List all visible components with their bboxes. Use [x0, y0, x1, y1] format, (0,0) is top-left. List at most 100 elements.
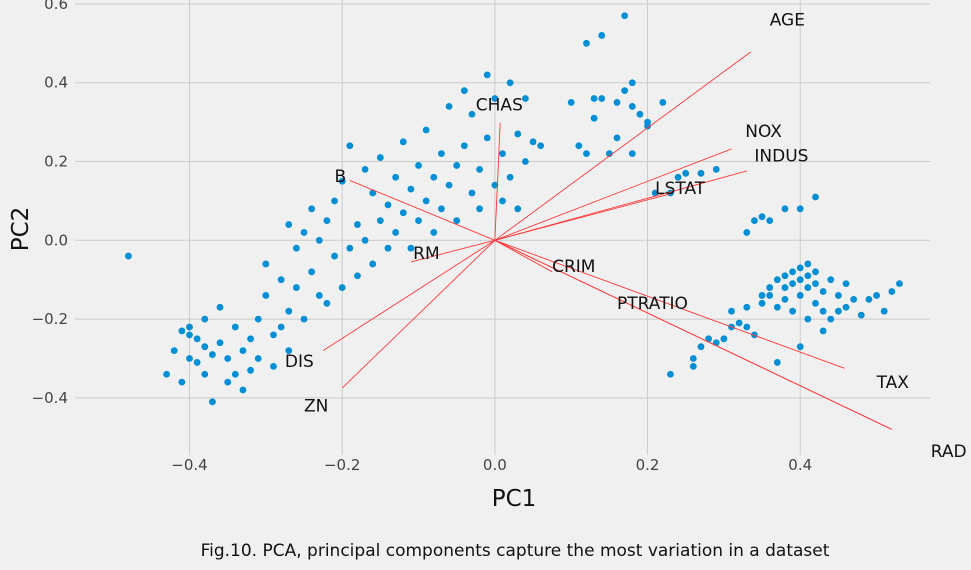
- data-point-51: [346, 142, 354, 150]
- data-point-77: [445, 181, 453, 189]
- data-point-89: [491, 95, 499, 102]
- loading-vector-rm: [410, 239, 495, 263]
- data-point-34: [285, 347, 293, 355]
- data-point-108: [613, 134, 621, 142]
- grid-lines: [75, 0, 930, 455]
- data-point-11: [201, 315, 209, 323]
- data-point-176: [766, 217, 774, 225]
- data-point-44: [323, 217, 331, 225]
- loading-label-age: AGE: [770, 11, 805, 31]
- loading-vector-zn: [341, 239, 496, 389]
- data-point-29: [270, 331, 277, 339]
- data-point-100: [567, 99, 575, 106]
- data-point-91: [499, 150, 506, 158]
- loading-label-nox: NOX: [745, 122, 782, 142]
- data-point-118: [598, 32, 606, 39]
- data-point-47: [331, 252, 338, 260]
- data-point-58: [376, 154, 384, 161]
- data-point-92: [506, 79, 514, 87]
- x-tick-label-3: 0.2: [636, 456, 660, 474]
- data-point-37: [292, 244, 300, 252]
- data-point-153: [804, 315, 812, 323]
- data-point-52: [354, 221, 361, 228]
- plot-background: [0, 0, 971, 535]
- data-point-123: [697, 343, 705, 351]
- data-point-7: [186, 355, 193, 362]
- data-point-122: [689, 362, 697, 370]
- data-point-109: [621, 87, 629, 95]
- data-point-79: [453, 217, 461, 225]
- data-point-104: [590, 114, 598, 122]
- loading-vector-dis: [322, 239, 496, 351]
- data-point-150: [804, 272, 812, 280]
- data-point-124: [705, 335, 713, 343]
- data-point-0: [125, 252, 132, 260]
- data-point-163: [834, 307, 842, 315]
- loading-vectors: AGE NOX INDUS LSTAT CHAS B RM CRIM PTRATIO TAX RAD…: [285, 11, 967, 462]
- data-point-164: [842, 303, 850, 311]
- y-tick-label-5: 0.6: [44, 0, 68, 13]
- data-point-71: [422, 197, 430, 205]
- loading-vector-ptratio: [494, 239, 845, 369]
- data-point-68: [415, 162, 422, 169]
- data-point-70: [422, 126, 430, 134]
- data-point-85: [476, 205, 483, 213]
- data-point-84: [476, 165, 483, 173]
- data-point-168: [865, 295, 873, 303]
- data-point-32: [277, 323, 285, 331]
- data-point-12: [201, 370, 209, 378]
- loading-label-zn: ZN: [304, 397, 328, 417]
- y-tick-label-4: 0.4: [44, 74, 68, 92]
- data-point-167: [857, 311, 865, 319]
- data-point-88: [491, 181, 499, 189]
- data-point-128: [728, 307, 735, 315]
- data-point-156: [812, 280, 819, 288]
- data-point-75: [438, 205, 445, 213]
- data-point-141: [781, 272, 789, 280]
- loading-label-ptratio: PTRATIO: [617, 294, 688, 314]
- loading-label-dis: DIS: [285, 352, 314, 372]
- data-point-28: [262, 260, 270, 268]
- data-point-4: [178, 327, 186, 335]
- data-point-183: [712, 165, 720, 173]
- data-point-182: [697, 169, 705, 177]
- x-tick-label-1: −0.2: [324, 456, 360, 474]
- data-point-152: [804, 260, 812, 268]
- data-point-120: [667, 370, 674, 378]
- data-point-81: [460, 142, 468, 150]
- data-point-73: [430, 229, 438, 236]
- data-point-132: [751, 331, 758, 339]
- data-point-178: [796, 205, 804, 213]
- data-point-172: [896, 280, 903, 288]
- data-point-27: [262, 292, 270, 299]
- data-point-139: [773, 359, 781, 366]
- y-tick-label-1: −0.2: [32, 310, 68, 328]
- y-tick-label-2: 0.0: [44, 231, 68, 249]
- loading-label-rm: RM: [413, 244, 439, 264]
- figure-caption: Fig.10. PCA, principal components captur…: [200, 541, 830, 561]
- data-point-14: [209, 351, 216, 358]
- data-point-30: [270, 362, 277, 370]
- data-point-45: [323, 299, 331, 307]
- data-point-74: [438, 150, 445, 158]
- scatter-points: [125, 12, 903, 406]
- data-point-144: [789, 280, 796, 288]
- data-point-49: [338, 177, 346, 185]
- data-point-137: [773, 276, 781, 284]
- data-point-160: [827, 276, 835, 284]
- data-point-25: [254, 315, 262, 323]
- data-point-53: [354, 272, 361, 280]
- data-point-149: [796, 343, 804, 351]
- data-point-125: [712, 339, 720, 347]
- loading-vector-age: [494, 51, 751, 241]
- y-tick-labels: −0.4 −0.2 0.0 0.2 0.4 0.6: [32, 0, 68, 407]
- data-point-63: [392, 229, 400, 236]
- data-point-155: [812, 299, 819, 307]
- data-point-83: [468, 110, 476, 118]
- data-point-66: [407, 185, 415, 193]
- data-point-86: [483, 71, 491, 79]
- data-point-60: [384, 201, 392, 209]
- data-point-151: [804, 284, 812, 291]
- data-point-98: [529, 138, 537, 146]
- data-point-26: [254, 355, 262, 362]
